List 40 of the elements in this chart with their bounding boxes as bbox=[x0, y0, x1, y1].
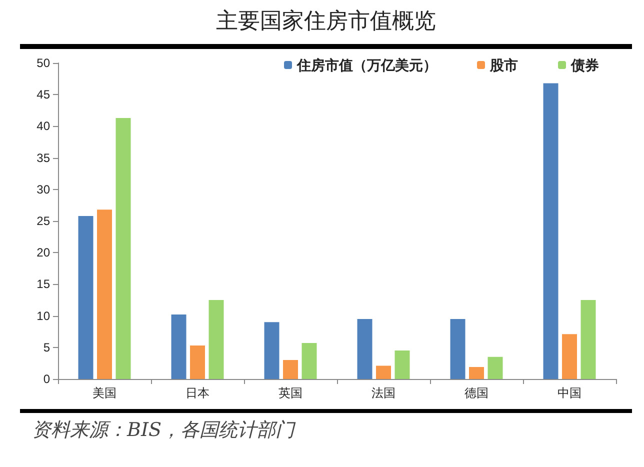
x-tick-label: 美国 bbox=[92, 386, 116, 400]
y-tick-label: 45 bbox=[36, 88, 50, 102]
bar bbox=[116, 118, 131, 379]
bar bbox=[78, 216, 94, 379]
y-tick-label: 0 bbox=[43, 372, 50, 386]
legend-label: 股市 bbox=[489, 57, 518, 73]
bar bbox=[190, 346, 205, 379]
legend-label: 住房市值（万亿美元） bbox=[296, 57, 437, 73]
x-tick-label: 中国 bbox=[558, 386, 582, 400]
bar bbox=[450, 318, 466, 379]
y-tick-label: 30 bbox=[36, 182, 50, 196]
chart-title: 主要国家住房市值概览 bbox=[20, 0, 632, 49]
bar bbox=[171, 314, 186, 379]
bar bbox=[264, 322, 280, 379]
bar bbox=[394, 350, 410, 379]
y-tick-label: 40 bbox=[36, 119, 50, 134]
y-tick-label: 20 bbox=[36, 246, 50, 260]
legend-label: 债券 bbox=[570, 57, 599, 73]
bar bbox=[97, 210, 112, 379]
bar bbox=[376, 366, 391, 379]
x-tick-label: 德国 bbox=[464, 386, 488, 400]
y-tick-label: 10 bbox=[36, 308, 50, 323]
bar bbox=[543, 83, 558, 379]
bar bbox=[488, 356, 503, 379]
bar bbox=[357, 318, 372, 379]
y-tick-label: 5 bbox=[43, 340, 50, 354]
text: 资料来源：BIS，各国统计部门 bbox=[20, 409, 632, 443]
y-tick-label: 35 bbox=[36, 150, 50, 165]
bar bbox=[208, 300, 224, 379]
bar bbox=[562, 334, 577, 379]
y-tick-label: 15 bbox=[36, 277, 50, 292]
y-tick-label: 50 bbox=[36, 56, 50, 70]
bar bbox=[302, 342, 317, 379]
x-tick-label: 英国 bbox=[278, 386, 302, 400]
y-tick-label: 25 bbox=[36, 214, 50, 228]
bar bbox=[283, 360, 298, 379]
bar bbox=[580, 300, 596, 379]
x-tick-label: 日本 bbox=[186, 386, 210, 400]
bar bbox=[469, 366, 484, 379]
x-tick-label: 法国 bbox=[372, 386, 396, 400]
